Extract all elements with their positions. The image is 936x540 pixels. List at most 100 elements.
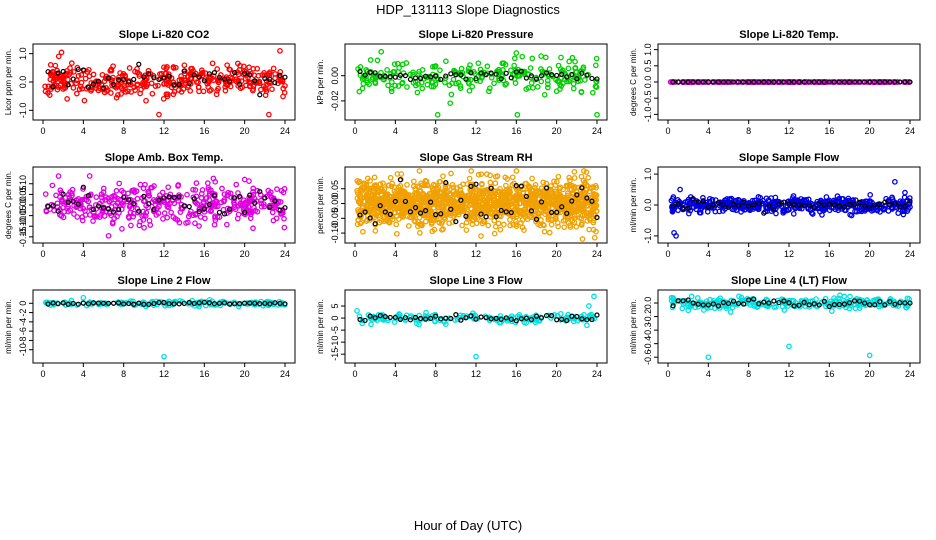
data-point (467, 62, 473, 68)
data-point (572, 58, 578, 65)
data-point (356, 88, 363, 95)
panel-title: Slope Li-820 Temp. (739, 29, 838, 41)
x-tick-label: 16 (199, 249, 209, 259)
x-tick-label: 20 (552, 249, 562, 259)
data-point (164, 64, 170, 70)
data-point (242, 75, 249, 82)
data-point (370, 75, 376, 81)
data-point (181, 62, 188, 69)
y-axis-label: kPa per min. (316, 60, 325, 105)
data-point (155, 82, 161, 89)
panel-4: Slope Amb. Box Temp.0 4 8 12 16 20 24-0.15-0.1… (4, 152, 296, 259)
summary-point (372, 70, 378, 76)
data-point (204, 80, 211, 87)
data-point (198, 67, 205, 74)
summary-point (252, 78, 258, 84)
data-point (545, 81, 551, 88)
data-point (118, 91, 124, 97)
summary-point (589, 75, 595, 82)
data-point (885, 208, 892, 214)
outlier-point (80, 294, 87, 301)
summary-point (216, 209, 223, 215)
outlier-point (478, 233, 484, 239)
summary-point (211, 69, 218, 76)
y-tick-label: -0.02 (330, 91, 340, 112)
summary-point (402, 73, 409, 79)
panel-title: Slope Amb. Box Temp. (105, 152, 224, 164)
data-point (538, 53, 544, 59)
data-point (523, 86, 530, 92)
summary-point (554, 72, 560, 79)
x-tick-label: 0 (665, 126, 670, 136)
data-point (507, 217, 513, 223)
x-tick-label: 8 (746, 126, 751, 136)
summary-point (121, 76, 127, 83)
data-point (459, 222, 465, 229)
x-tick-label: 20 (240, 126, 250, 136)
data-point (78, 72, 85, 78)
data-point (81, 97, 88, 104)
data-point (269, 209, 276, 216)
data-point (727, 309, 734, 315)
x-tick-label: 20 (865, 249, 875, 259)
data-point (178, 73, 184, 79)
summary-point (80, 67, 86, 73)
data-point (392, 82, 399, 89)
x-tick-label: 4 (81, 369, 86, 379)
summary-point (771, 298, 777, 304)
x-tick-label: 4 (393, 369, 398, 379)
data-point (200, 88, 207, 95)
data-point (49, 182, 56, 189)
y-tick-label: -0.5 (643, 90, 653, 106)
data-point (213, 91, 220, 98)
data-point (541, 91, 548, 98)
data-point (538, 78, 545, 85)
data-point (491, 80, 497, 87)
data-point (163, 70, 169, 77)
summary-point (161, 75, 167, 81)
data-point (895, 210, 902, 217)
data-point (475, 60, 482, 67)
summary-point (257, 92, 263, 98)
summary-point (65, 82, 71, 88)
data-point (448, 91, 455, 98)
data-point (511, 55, 518, 62)
summary-point (176, 82, 182, 88)
data-point (52, 62, 59, 69)
data-point (90, 218, 96, 224)
summary-point (277, 72, 283, 78)
data-point (867, 191, 874, 198)
outlier-point (786, 343, 792, 350)
x-tick-label: 12 (159, 249, 169, 259)
data-point (119, 226, 125, 232)
summary-point (382, 73, 388, 79)
data-point (466, 175, 473, 182)
data-point (90, 71, 97, 78)
x-tick-label: 24 (280, 126, 290, 136)
y-tick-label: -1.0 (643, 107, 653, 123)
summary-point (594, 312, 600, 318)
data-point (67, 65, 73, 71)
x-tick-label: 8 (746, 249, 751, 259)
x-tick-label: 8 (121, 249, 126, 259)
y-tick-label: 5 (330, 304, 340, 309)
data-point (137, 181, 144, 188)
summary-point (508, 75, 514, 81)
data-point (152, 83, 159, 89)
y-axis-label: ml/min per min. (629, 178, 638, 233)
data-point (512, 80, 519, 86)
data-point (234, 69, 241, 75)
data-point (55, 173, 62, 179)
y-tick-label: 0.5 (643, 60, 653, 73)
y-axis-label: Licor ppm per min. (4, 49, 13, 115)
x-tick-label: 0 (352, 126, 357, 136)
panel-1: Slope Li-820 CO2 0 4 8 12 16 20 24 -1.0 0.0 1.0 Lic… (4, 29, 296, 136)
outlier-point (584, 322, 590, 329)
data-point (442, 79, 448, 86)
x-tick-label: 4 (706, 249, 711, 259)
summary-point (776, 79, 782, 85)
x-tick-label: 12 (784, 369, 794, 379)
data-point (419, 85, 426, 92)
data-point (555, 62, 562, 69)
